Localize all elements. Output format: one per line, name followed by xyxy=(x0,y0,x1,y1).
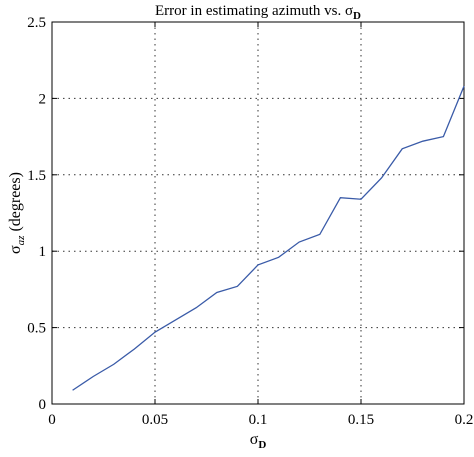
x-tick-label: 0.1 xyxy=(249,412,268,428)
x-tick-label: 0.15 xyxy=(348,412,374,428)
y-axis-label-suffix: (degrees) xyxy=(7,172,24,236)
series-layer xyxy=(72,85,465,391)
x-tick-label: 0.05 xyxy=(142,412,168,428)
x-axis-label-subscript: D xyxy=(258,439,266,451)
y-axis-label: σaz (degrees) xyxy=(7,172,27,254)
x-axis-label: σD xyxy=(250,431,267,451)
grid-layer xyxy=(52,22,464,404)
tick-layer: 0 0.05 0.1 0.15 0.2 0 0.5 1 1.5 2 2.5 xyxy=(27,15,473,428)
chart-title: Error in estimating azimuth vs. σD xyxy=(155,3,361,22)
y-tick-label: 1.5 xyxy=(27,168,46,184)
series-line xyxy=(72,85,465,391)
y-axis-label-subscript: az xyxy=(15,235,27,246)
y-tick-label: 0 xyxy=(39,397,47,413)
x-tick-label: 0.2 xyxy=(455,412,474,428)
y-tick-label: 0.5 xyxy=(27,321,46,337)
y-tick-label: 2.5 xyxy=(27,15,46,31)
y-tick-label: 2 xyxy=(39,91,47,107)
x-tick-label: 0 xyxy=(48,412,56,428)
chart-title-subscript: D xyxy=(353,10,361,22)
y-tick-label: 1 xyxy=(39,244,47,260)
